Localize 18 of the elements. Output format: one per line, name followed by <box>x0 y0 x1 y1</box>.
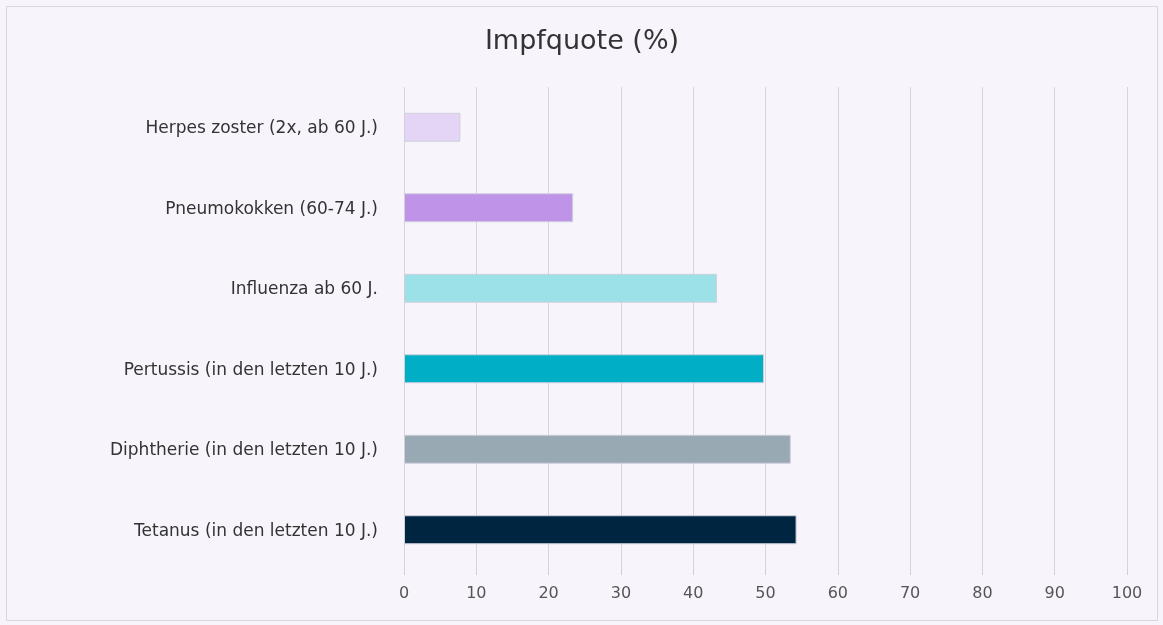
x-tick-label: 40 <box>683 582 704 602</box>
x-tick-label: 100 <box>1111 582 1143 602</box>
x-tick-label: 20 <box>538 582 559 602</box>
y-tick-label: Tetanus (in den letzten 10 J.) <box>133 519 378 540</box>
y-tick-label: Pneumokokken (60-74 J.) <box>165 197 378 218</box>
y-tick-label: Influenza ab 60 J. <box>230 278 378 299</box>
x-tick-label: 10 <box>466 582 487 602</box>
chart-title: Impfquote (%) <box>484 24 680 55</box>
y-tick-label: Pertussis (in den letzten 10 J.) <box>123 358 378 379</box>
x-tick-label: 80 <box>972 582 993 602</box>
x-tick-label: 50 <box>755 582 776 602</box>
y-tick-label: Herpes zoster (2x, ab 60 J.) <box>145 117 378 138</box>
x-tick-label: 70 <box>899 582 921 602</box>
x-tick-label: 0 <box>398 582 410 602</box>
x-tick-label: 60 <box>827 582 848 602</box>
y-tick-label: Diphtherie (in den letzten 10 J.) <box>110 439 378 460</box>
x-tick-label: 90 <box>1044 582 1065 602</box>
x-tick-label: 30 <box>610 582 632 602</box>
